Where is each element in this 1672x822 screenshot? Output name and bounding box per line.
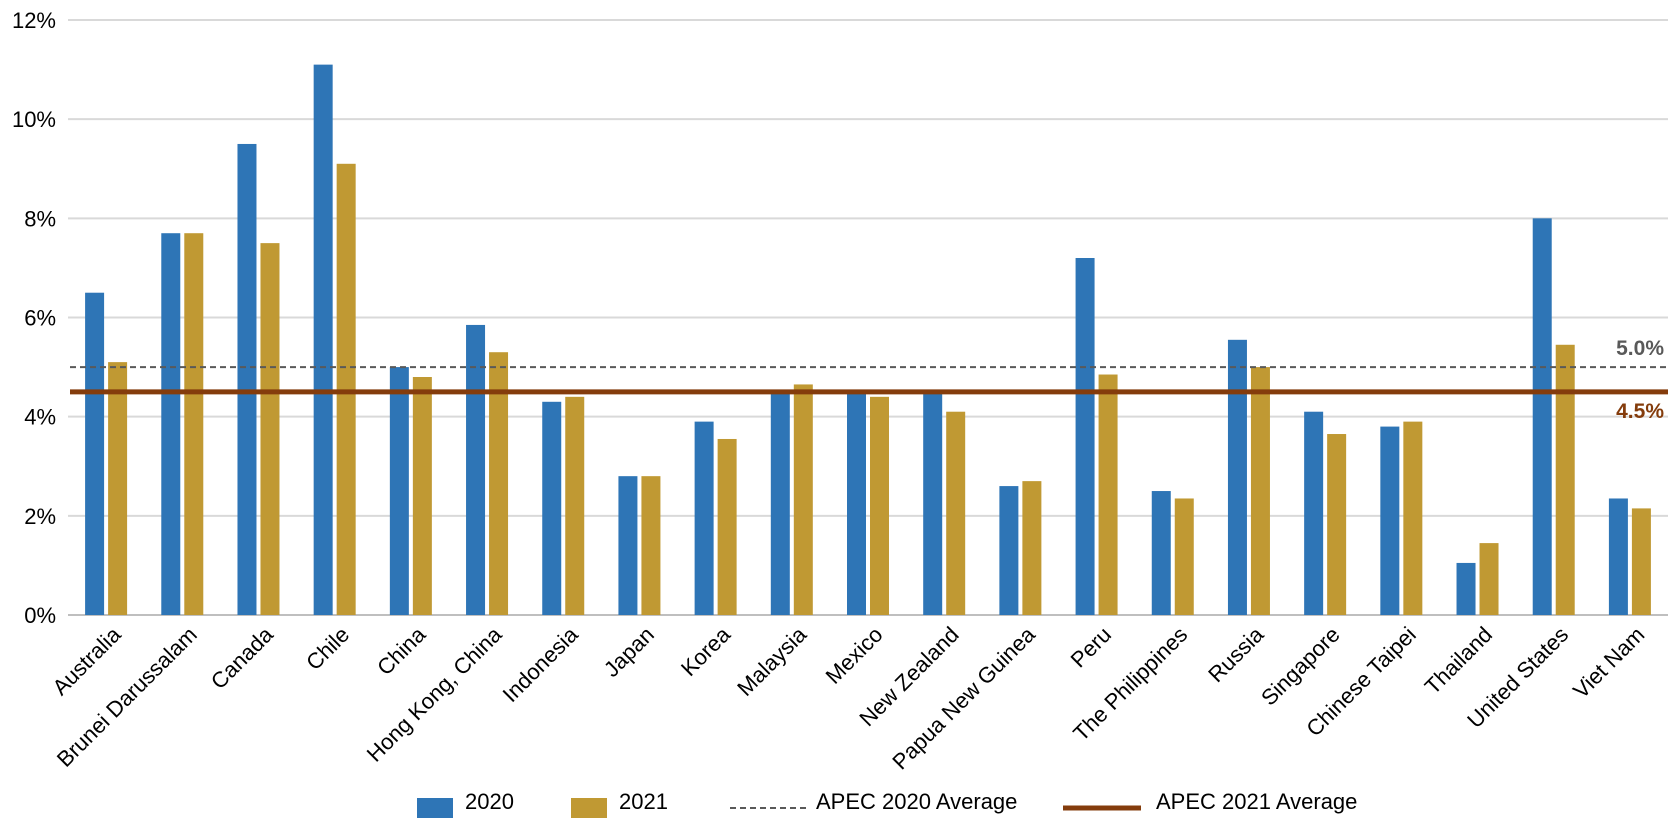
bar-2020-the-philippines [1151,491,1171,615]
legend: 2020 2021 APEC 2020 Average APEC 2021 Avera… [417,789,1357,818]
bar-2020-new-zealand [923,391,943,615]
bar-2021-papua-new-guinea [1022,481,1042,615]
bar-2020-peru [1075,258,1095,615]
bar-2021-korea [717,438,737,615]
x-category-label: Australia [47,621,126,700]
bar-2020-canada [237,143,257,616]
bar-2021-brunei-darussalam [184,233,204,616]
bar-2021-peru [1098,374,1118,615]
bar-2020-australia [85,292,105,615]
bar-2021-thailand [1479,543,1499,615]
bar-2020-singapore [1304,411,1324,615]
x-category-label: Brunei Darussalam [52,622,202,772]
reference-lines: 5.0% 4.5% [70,337,1668,423]
x-category-label: Thailand [1420,622,1497,699]
y-tick-label: 2% [24,504,56,529]
bar-2021-the-philippines [1174,498,1194,615]
x-category-label: Peru [1066,622,1117,673]
x-category-label: Chile [301,622,354,675]
reference-line-label: 5.0% [1616,337,1664,360]
bar-2021-indonesia [565,396,585,615]
legend-label-2020: 2020 [465,789,514,814]
legend-label-apec-2021-average: APEC 2021 Average [1156,789,1357,814]
y-tick-label: 0% [24,603,56,628]
bar-2020-indonesia [542,401,562,615]
x-category-label: Viet Nam [1568,622,1649,703]
bar-2020-hong-kong-china [466,324,486,615]
x-category-label: Malaysia [732,621,812,701]
bar-2020-korea [694,421,714,615]
bar-2021-mexico [870,396,889,615]
legend-swatch-2021 [571,798,607,818]
reference-line-label: 4.5% [1616,400,1664,423]
y-tick-label: 8% [24,206,56,231]
x-category-label: Papua New Guinea [887,621,1040,774]
y-tick-label: 10% [12,107,56,132]
x-category-label: Russia [1203,621,1269,687]
bar-2021-viet-nam [1631,508,1651,615]
bar-2020-united-states [1532,218,1552,616]
bar-2021-malaysia [793,384,813,615]
y-tick-label: 6% [24,306,56,331]
bar-2020-papua-new-guinea [999,486,1019,615]
bar-2020-viet-nam [1608,498,1628,615]
y-tick-label: 4% [24,405,56,430]
legend-label-2021: 2021 [619,789,668,814]
bars [85,64,1651,616]
x-category-label: Japan [599,622,659,682]
gridlines [68,19,1668,616]
bar-2021-singapore [1327,434,1347,615]
y-tick-label: 12% [12,8,56,33]
x-category-label: Indonesia [498,621,584,707]
bar-2020-china [389,367,409,615]
y-axis-ticks: 0% 2% 4% 6% 8% 10% 12% [12,8,56,628]
bar-2021-chinese-taipei [1403,421,1423,615]
bar-2020-chile [313,64,333,615]
bar-2020-malaysia [770,391,790,615]
bar-2021-china [412,377,432,615]
legend-swatch-2020 [417,798,453,818]
bar-2021-canada [260,243,280,615]
bar-2020-brunei-darussalam [161,233,181,616]
bar-2021-japan [641,476,661,615]
bar-2020-russia [1227,339,1247,615]
x-category-label: Hong Kong, China [362,621,507,766]
bar-2021-australia [108,362,128,615]
bar-2020-chinese-taipei [1380,426,1400,615]
bar-2020-mexico [847,391,866,615]
bar-2021-hong-kong-china [489,352,509,615]
bar-2021-new-zealand [946,411,966,615]
bar-2020-japan [618,476,638,615]
bar-2021-russia [1250,367,1270,615]
x-category-label: Korea [676,621,736,681]
x-category-label: China [372,621,431,680]
x-category-label: Mexico [821,622,888,689]
legend-label-apec-2020-average: APEC 2020 Average [816,789,1017,814]
bar-2020-thailand [1456,562,1476,615]
x-category-label: Canada [206,621,279,694]
bar-2021-united-states [1555,344,1575,615]
